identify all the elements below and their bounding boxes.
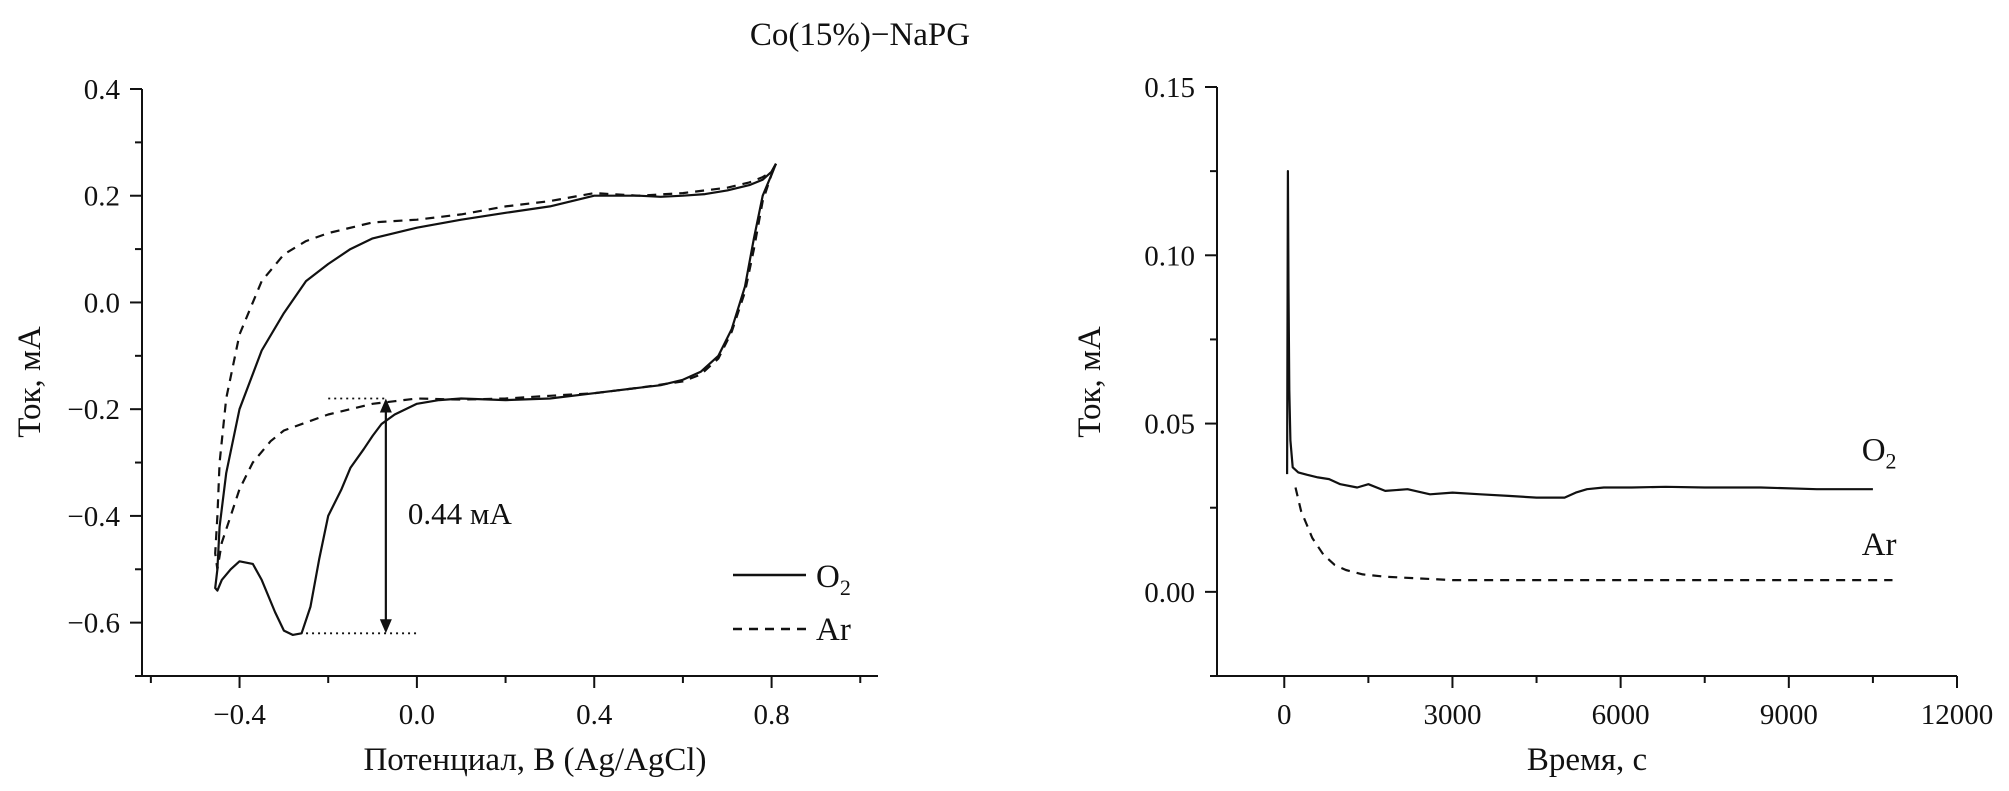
ca-x-tick-label: 12000	[1921, 699, 1994, 731]
ca-series-o2	[1286, 170, 1873, 499]
ca-ticks: 0 3000 6000 9000 12000 0.15 0.10 0.05 0.00	[1144, 72, 1993, 731]
cv-annotation-label: 0.44 мА	[408, 496, 513, 531]
ca-x-axis-title: Время, с	[1527, 742, 1647, 778]
cv-y-axis-title: Ток, мА	[12, 326, 48, 438]
ca-x-tick-label: 9000	[1760, 699, 1818, 731]
cv-x-tick-label: 0.8	[753, 699, 789, 731]
cv-y-tick-label: 0.4	[84, 74, 121, 106]
cv-series-o2	[214, 163, 778, 636]
series-label-o2: O2	[1862, 433, 1897, 474]
ca-series	[1286, 170, 1893, 582]
ca-y-tick-label: 0.15	[1144, 72, 1195, 104]
ca-y-tick-label: 0.10	[1144, 240, 1195, 272]
cv-y-tick-label: −0.2	[67, 394, 120, 426]
cv-x-tick-label: 0.4	[576, 699, 613, 731]
cv-y-tick-label: −0.4	[67, 501, 120, 533]
ca-y-tick-label: 0.00	[1144, 577, 1195, 609]
cv-chart: −0.4 0.0 0.4 0.8 0.4 0.2 0.0 −0.2 −0.4 −0.6 0.44 …	[12, 74, 878, 778]
ca-axes	[1216, 87, 1957, 677]
legend-label-o2: O2	[816, 559, 851, 600]
cv-annotation-arrowhead-down	[379, 619, 392, 634]
cv-x-tick-label: −0.4	[213, 699, 266, 731]
cv-y-tick-label: 0.2	[84, 181, 120, 213]
cv-legend: O2 Ar	[733, 559, 851, 648]
cv-y-tick-label: −0.6	[67, 608, 120, 640]
cv-axes	[141, 89, 878, 677]
ca-y-axis-title: Ток, мА	[1072, 326, 1108, 438]
cv-series-ar	[214, 163, 778, 571]
ca-x-tick-label: 6000	[1592, 699, 1650, 731]
series-label-ar: Ar	[1862, 527, 1897, 563]
ca-x-tick-label: 0	[1277, 699, 1292, 731]
legend-item-ar: Ar	[733, 612, 851, 648]
ca-y-tick-label: 0.05	[1144, 409, 1195, 441]
cv-series	[214, 163, 778, 636]
cv-x-axis-title: Потенциал, В (Ag/AgCl)	[363, 742, 706, 778]
cv-annotation: 0.44 мА	[306, 397, 513, 635]
legend-item-o2: O2	[733, 559, 851, 600]
cv-x-tick-label: 0.0	[399, 699, 435, 731]
cv-y-tick-label: 0.0	[84, 287, 120, 319]
legend-label-ar: Ar	[816, 612, 851, 648]
ca-series-ar	[1294, 487, 1893, 582]
cv-ticks: −0.4 0.0 0.4 0.8 0.4 0.2 0.0 −0.2 −0.4 −0.6	[67, 74, 862, 731]
figure-title: Co(15%)−NaPG	[750, 17, 970, 53]
ca-x-tick-label: 3000	[1423, 699, 1481, 731]
cv-annotation-arrowhead-up	[379, 398, 392, 413]
chronoamperometry-chart: 0 3000 6000 9000 12000 0.15 0.10 0.05 0.00 Время…	[1072, 72, 1993, 778]
